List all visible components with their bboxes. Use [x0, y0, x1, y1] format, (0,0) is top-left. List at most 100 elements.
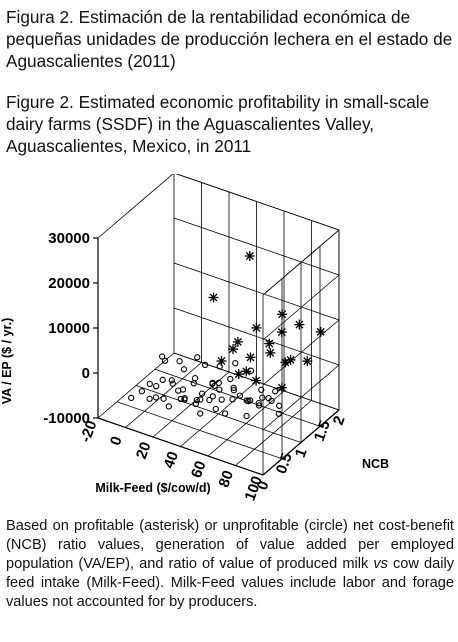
back-wall-grid-line	[262, 319, 340, 386]
circle-point	[258, 386, 265, 393]
floor-grid-line	[154, 368, 321, 427]
circle-point	[181, 396, 188, 403]
circle-point	[206, 396, 213, 404]
asterisk-point	[241, 366, 252, 377]
circle-point	[212, 405, 219, 413]
chart-marks	[128, 251, 326, 420]
note-text-2: cow daily feed intake (Milk-Feed). Milk-…	[6, 556, 455, 610]
y-axis-line	[262, 409, 340, 476]
circle-point	[175, 387, 182, 394]
circle-point	[161, 357, 169, 364]
asterisk-point	[244, 251, 255, 261]
circle-point	[218, 396, 225, 403]
asterisk-point	[276, 327, 287, 338]
circle-point	[180, 366, 188, 373]
circle-point	[193, 396, 200, 404]
circle-point	[153, 382, 160, 390]
caption-english: Figure 2. Estimated economic profitabili…	[6, 92, 430, 156]
y-axis-label: NCB	[362, 457, 389, 471]
circle-point	[232, 360, 239, 367]
circle-point	[197, 396, 204, 403]
circle-point	[138, 388, 146, 395]
circle-point	[246, 397, 254, 404]
y-tick-label: 1.5	[311, 418, 334, 443]
z-axis-label: VA / EP ($ / yr.)	[0, 318, 14, 405]
circle-point	[221, 410, 229, 417]
circle-point	[216, 386, 223, 393]
circle-point	[243, 412, 250, 420]
circle-point	[230, 384, 237, 392]
circle-point	[191, 375, 199, 382]
x-axis-line	[97, 417, 264, 476]
chart-frame	[93, 174, 340, 476]
circle-point	[255, 402, 263, 409]
asterisk-point	[277, 309, 288, 320]
z-tick-label: 30000	[48, 230, 90, 247]
left-wall-grid-line	[173, 307, 340, 366]
x-tick-label: -20	[77, 418, 100, 444]
note-text-1: Based on profitable (asterisk) or unprof…	[6, 518, 454, 572]
asterisk-point	[228, 344, 238, 355]
note-text-vs: vs	[373, 556, 388, 572]
circle-point	[209, 393, 216, 400]
asterisk-point	[245, 352, 256, 363]
floor-grid-line	[135, 385, 302, 443]
left-wall-grid-line	[173, 262, 340, 321]
back-wall-grid-line	[262, 274, 340, 341]
circle-point	[198, 390, 206, 397]
circle-point	[215, 379, 222, 387]
circle-point	[276, 402, 283, 409]
circle-point	[255, 400, 262, 407]
circle-point	[128, 394, 135, 402]
top-edge-line	[175, 174, 340, 231]
circle-point	[146, 380, 153, 388]
circle-point	[265, 394, 272, 402]
asterisk-point	[280, 357, 291, 368]
circle-point	[169, 380, 176, 387]
circle-point	[192, 400, 199, 408]
asterisk-point	[265, 347, 276, 358]
circle-point	[259, 394, 266, 401]
top-edge-line	[262, 229, 340, 296]
x-tick-label: 80	[215, 468, 237, 489]
asterisk-point	[232, 336, 243, 347]
circle-point	[211, 382, 218, 389]
y-tick-label: 0.5	[273, 451, 296, 476]
x-tick-label: 60	[188, 459, 210, 480]
asterisk-point	[294, 319, 305, 330]
left-wall-grid-line	[173, 217, 340, 276]
circle-point	[177, 395, 184, 403]
circle-point	[236, 392, 244, 399]
asterisk-point	[251, 375, 262, 386]
circle-point	[272, 388, 279, 395]
figure-note: Based on profitable (asterisk) or unprof…	[6, 517, 454, 612]
circle-point	[176, 358, 183, 365]
circle-point	[160, 395, 167, 402]
circle-point	[230, 387, 237, 394]
floor-grid-line	[116, 401, 283, 460]
x-tick-label: 20	[133, 440, 155, 461]
circle-point	[229, 396, 236, 403]
circle-point	[201, 361, 209, 369]
circle-point	[146, 395, 153, 402]
circle-point	[168, 377, 175, 384]
x-tick-label: 40	[160, 449, 182, 470]
asterisk-point	[216, 356, 227, 366]
asterisk-point	[208, 292, 219, 303]
circle-point	[275, 410, 282, 417]
asterisk-point	[315, 326, 326, 337]
asterisk-point	[264, 338, 275, 349]
circle-point	[227, 375, 234, 383]
z-tick-label: 20000	[48, 275, 90, 292]
caption-spanish: Figura 2. Estimación de la rentabilidad …	[6, 7, 453, 71]
x-tick-label: 0	[107, 434, 126, 448]
x-axis-label: Milk-Feed ($/cow/d)	[95, 481, 210, 495]
circle-point	[197, 410, 204, 417]
asterisk-point	[251, 322, 262, 333]
circle-point	[194, 354, 201, 361]
asterisk-point	[302, 356, 313, 367]
circle-point	[152, 394, 160, 401]
z-tick-label: -10000	[43, 410, 90, 427]
